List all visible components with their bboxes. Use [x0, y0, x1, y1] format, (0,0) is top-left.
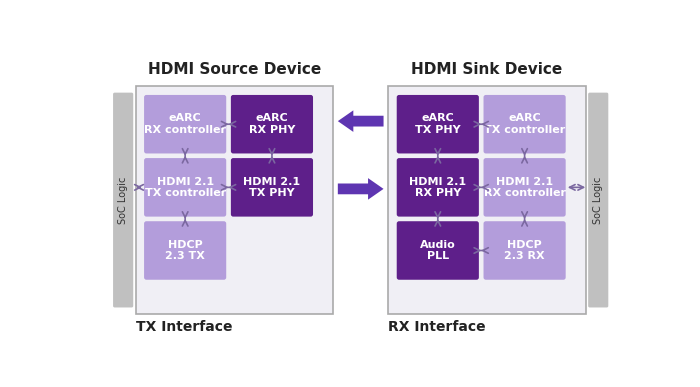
Text: HDMI Sink Device: HDMI Sink Device	[412, 62, 563, 77]
Polygon shape	[338, 110, 384, 132]
FancyBboxPatch shape	[136, 86, 333, 313]
FancyBboxPatch shape	[113, 92, 133, 307]
FancyBboxPatch shape	[588, 92, 608, 307]
Text: RX Interface: RX Interface	[389, 320, 486, 334]
Text: SoC Logic: SoC Logic	[593, 176, 603, 224]
FancyBboxPatch shape	[231, 95, 313, 154]
Text: eARC
RX controller: eARC RX controller	[144, 113, 226, 135]
Text: TX Interface: TX Interface	[136, 320, 232, 334]
FancyBboxPatch shape	[484, 158, 566, 217]
FancyBboxPatch shape	[231, 158, 313, 217]
Text: eARC
RX PHY: eARC RX PHY	[248, 113, 295, 135]
Text: HDMI 2.1
RX PHY: HDMI 2.1 RX PHY	[410, 176, 466, 198]
FancyBboxPatch shape	[397, 158, 479, 217]
Text: HDCP
2.3 RX: HDCP 2.3 RX	[504, 240, 545, 261]
Text: HDMI 2.1
TX controller: HDMI 2.1 TX controller	[144, 176, 226, 198]
Polygon shape	[338, 178, 384, 200]
FancyBboxPatch shape	[484, 221, 566, 280]
FancyBboxPatch shape	[389, 86, 586, 313]
Text: Audio
PLL: Audio PLL	[420, 240, 456, 261]
FancyBboxPatch shape	[144, 158, 226, 217]
Text: HDMI 2.1
TX PHY: HDMI 2.1 TX PHY	[244, 176, 300, 198]
Text: HDMI Source Device: HDMI Source Device	[148, 62, 321, 77]
Text: eARC
TX PHY: eARC TX PHY	[415, 113, 461, 135]
Text: SoC Logic: SoC Logic	[118, 176, 128, 224]
FancyBboxPatch shape	[397, 221, 479, 280]
Text: eARC
TX controller: eARC TX controller	[484, 113, 565, 135]
FancyBboxPatch shape	[397, 95, 479, 154]
FancyBboxPatch shape	[144, 95, 226, 154]
Text: HDCP
2.3 TX: HDCP 2.3 TX	[165, 240, 205, 261]
Text: HDMI 2.1
RX controller: HDMI 2.1 RX controller	[484, 176, 566, 198]
FancyBboxPatch shape	[484, 95, 566, 154]
FancyBboxPatch shape	[144, 221, 226, 280]
